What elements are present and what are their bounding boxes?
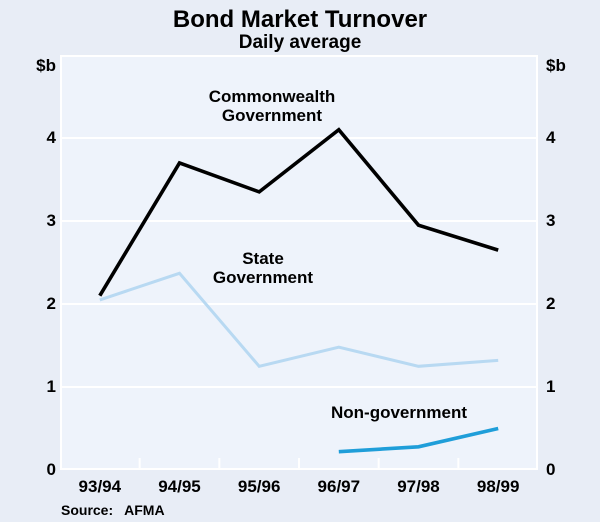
series-label-commonwealth-government: Commonwealth Government (177, 87, 367, 125)
x-axis-label-3: 96/97 (317, 477, 361, 496)
x-axis-label-4: 97/98 (397, 477, 440, 496)
plot-background-frame (60, 55, 538, 470)
y-axis-label-left-0: 0 (46, 460, 56, 479)
series-label-line: Government (212, 268, 314, 287)
y-axis-label-right-0: 0 (546, 460, 556, 479)
x-axis-label-5: 98/99 (476, 477, 520, 496)
y-axis-label-right-1: 1 (546, 377, 556, 396)
plot-area (60, 55, 538, 470)
series-label-non-government: Non-government (304, 403, 494, 422)
source-value: AFMA (124, 502, 165, 518)
series-label-line: Government (221, 106, 323, 125)
series-label-line: State (242, 249, 284, 268)
y-axis-label-right-4: 4 (546, 128, 556, 147)
source-note: Source: AFMA (61, 502, 165, 518)
y-axis-label-left-4: 4 (46, 128, 56, 147)
x-axis-label-1: 94/95 (158, 477, 201, 496)
series-label-line: Commonwealth (208, 87, 336, 106)
chart-title: Bond Market Turnover (172, 6, 428, 33)
series-line-state-government (99, 271, 499, 368)
series-line-non-government (338, 426, 499, 454)
x-axis-label-2: 95/96 (237, 477, 281, 496)
y-axis-label-left-3: 3 (46, 211, 56, 230)
y-axis-label-left-1: 1 (46, 377, 56, 396)
y-axis-label-right-3: 3 (546, 211, 556, 230)
x-axis-label-0: 93/94 (78, 477, 122, 496)
chart-subtitle: Daily average (238, 32, 362, 53)
y-axis-unit-right: $b (546, 56, 566, 75)
line-chart (60, 55, 538, 470)
series-label-line: Non-government (331, 403, 467, 422)
y-axis-unit-left: $b (36, 56, 56, 75)
source-label: Source: (61, 502, 114, 518)
series-label-state-government: State Government (168, 249, 358, 287)
y-axis-label-left-2: 2 (46, 294, 56, 313)
series-line-commonwealth-government (98, 127, 499, 297)
y-axis-label-right-2: 2 (546, 294, 556, 313)
